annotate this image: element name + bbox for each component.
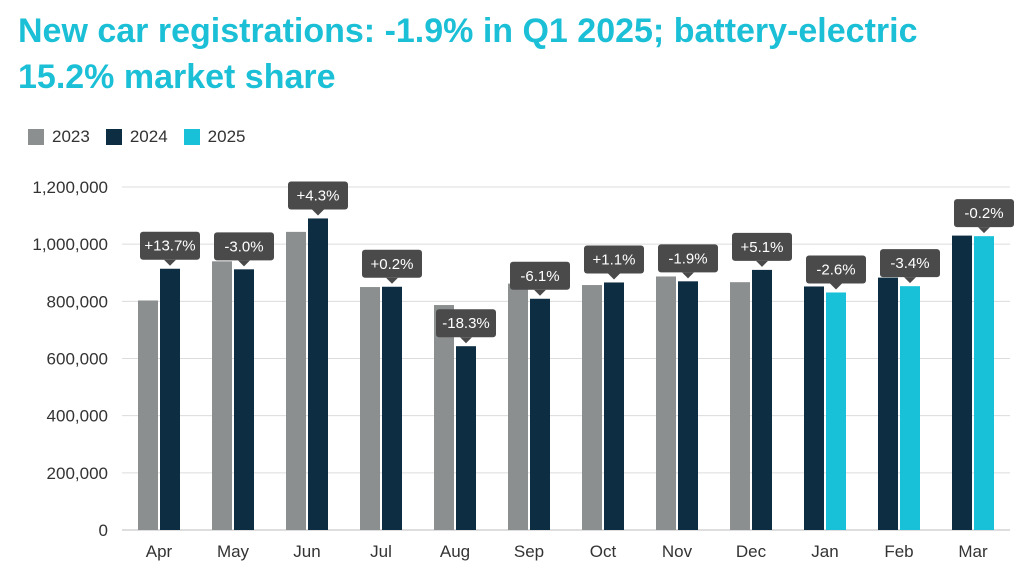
y-tick-label: 0 xyxy=(99,521,108,540)
data-label-pointer xyxy=(238,260,250,267)
bar-2024-jan xyxy=(804,286,824,530)
data-label-pointer xyxy=(682,272,694,279)
data-label-pointer xyxy=(978,227,990,234)
legend-label-2025: 2025 xyxy=(207,127,246,146)
bar-2023-jun xyxy=(286,231,306,530)
data-label-box xyxy=(584,245,644,274)
data-label: -6.1% xyxy=(520,268,559,285)
legend-swatch-2024 xyxy=(105,129,122,145)
bar-2025-jan xyxy=(826,292,846,530)
y-tick-label: 1,000,000 xyxy=(32,235,108,254)
data-label: -18.3% xyxy=(442,315,490,332)
bar-2023-nov xyxy=(656,276,676,530)
x-tick-label: Sep xyxy=(514,542,544,561)
data-label-pointer xyxy=(830,283,842,290)
legend-label-2024: 2024 xyxy=(129,127,168,146)
data-label: -1.9% xyxy=(668,250,707,267)
data-label-box xyxy=(362,249,422,278)
x-tick-label: Nov xyxy=(662,542,693,561)
bar-2024-jun xyxy=(308,218,328,531)
bar-2024-nov xyxy=(678,281,698,530)
x-tick-label: Feb xyxy=(884,542,913,561)
legend-label-2023: 2023 xyxy=(52,127,90,146)
bar-2024-jul xyxy=(382,286,402,530)
data-label-box xyxy=(510,261,570,290)
bar-2024-dec xyxy=(752,269,772,530)
legend-swatch-2023 xyxy=(28,129,44,145)
data-label-box xyxy=(806,255,866,284)
data-label-pointer xyxy=(312,209,324,216)
bar-2024-apr xyxy=(160,268,180,530)
bar-2024-may xyxy=(234,269,254,530)
bar-2023-sep xyxy=(508,283,528,530)
bar-2025-feb xyxy=(900,286,920,530)
x-tick-label: Mar xyxy=(958,542,988,561)
data-label-pointer xyxy=(608,273,620,280)
data-label: -3.4% xyxy=(890,255,929,272)
data-label-pointer xyxy=(386,277,398,284)
bar-2024-mar xyxy=(952,235,972,530)
data-label-pointer xyxy=(164,259,176,266)
data-label-box xyxy=(214,232,274,261)
data-label-box xyxy=(880,249,940,278)
x-tick-label: Aug xyxy=(440,542,470,561)
x-tick-label: May xyxy=(217,542,250,561)
legend-item-2023: 2023 xyxy=(28,127,90,147)
bar-2023-aug xyxy=(434,305,454,530)
data-label: +5.1% xyxy=(741,239,784,256)
data-label-box xyxy=(140,231,200,260)
legend-swatch-2025 xyxy=(183,129,200,145)
data-label: -3.0% xyxy=(224,238,263,255)
data-label: -0.2% xyxy=(964,205,1003,222)
bar-2024-feb xyxy=(878,277,898,530)
data-label-pointer xyxy=(756,260,768,267)
y-tick-label: 400,000 xyxy=(47,407,108,426)
bar-2023-oct xyxy=(582,285,602,530)
data-label: +0.2% xyxy=(371,256,414,273)
data-label-pointer xyxy=(904,277,916,284)
data-label-pointer xyxy=(460,337,472,344)
data-label-box xyxy=(436,309,496,338)
x-tick-label: Apr xyxy=(146,542,173,561)
chart-title: New car registrations: -1.9% in Q1 2025;… xyxy=(18,12,918,96)
x-tick-label: Jul xyxy=(370,542,392,561)
bar-2024-sep xyxy=(530,298,550,530)
x-tick-label: Dec xyxy=(736,542,767,561)
data-label: -2.6% xyxy=(816,261,855,278)
bar-2025-mar xyxy=(974,236,994,530)
bar-2023-dec xyxy=(730,282,750,530)
bar-2024-aug xyxy=(456,346,476,530)
bar-2023-apr xyxy=(138,300,158,530)
data-label-pointer xyxy=(534,289,546,296)
data-label: +13.7% xyxy=(144,238,195,255)
y-tick-label: 600,000 xyxy=(47,350,108,369)
data-label: +1.1% xyxy=(593,251,636,268)
bar-2023-may xyxy=(212,261,232,530)
data-label-box xyxy=(732,232,792,261)
legend-item-2024: 2024 xyxy=(105,127,168,147)
data-label-box xyxy=(658,244,718,273)
data-label: +4.3% xyxy=(297,187,340,204)
y-tick-label: 800,000 xyxy=(47,292,108,311)
y-tick-label: 200,000 xyxy=(47,464,108,483)
y-tick-label: 1,200,000 xyxy=(32,178,108,197)
legend: 2023 2024 2025 xyxy=(28,127,245,147)
legend-item-2025: 2025 xyxy=(183,127,246,147)
data-label-box xyxy=(288,181,348,210)
bar-2024-oct xyxy=(604,282,624,530)
x-tick-label: Jan xyxy=(811,542,838,561)
x-tick-label: Jun xyxy=(293,542,320,561)
bar-2023-jul xyxy=(360,287,380,530)
data-label-box xyxy=(954,199,1014,228)
x-tick-label: Oct xyxy=(590,542,617,561)
